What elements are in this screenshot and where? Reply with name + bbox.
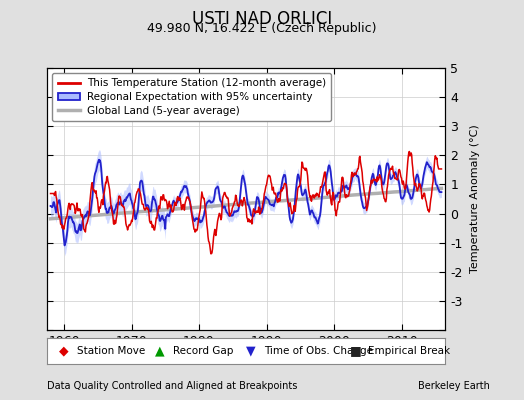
Text: ◆: ◆ [59,344,69,358]
Text: ■: ■ [350,344,362,358]
Text: ▲: ▲ [155,344,165,358]
Text: Record Gap: Record Gap [172,346,233,356]
Y-axis label: Temperature Anomaly (°C): Temperature Anomaly (°C) [470,125,479,273]
Text: ▼: ▼ [246,344,256,358]
Text: Time of Obs. Change: Time of Obs. Change [264,346,373,356]
Text: USTI NAD ORLICI: USTI NAD ORLICI [192,10,332,28]
Text: Empirical Break: Empirical Break [368,346,450,356]
Text: Station Move: Station Move [77,346,145,356]
Text: Berkeley Earth: Berkeley Earth [418,381,490,391]
Text: Data Quality Controlled and Aligned at Breakpoints: Data Quality Controlled and Aligned at B… [47,381,298,391]
Legend: This Temperature Station (12-month average), Regional Expectation with 95% uncer: This Temperature Station (12-month avera… [52,73,331,121]
Text: 49.980 N, 16.422 E (Czech Republic): 49.980 N, 16.422 E (Czech Republic) [147,22,377,35]
